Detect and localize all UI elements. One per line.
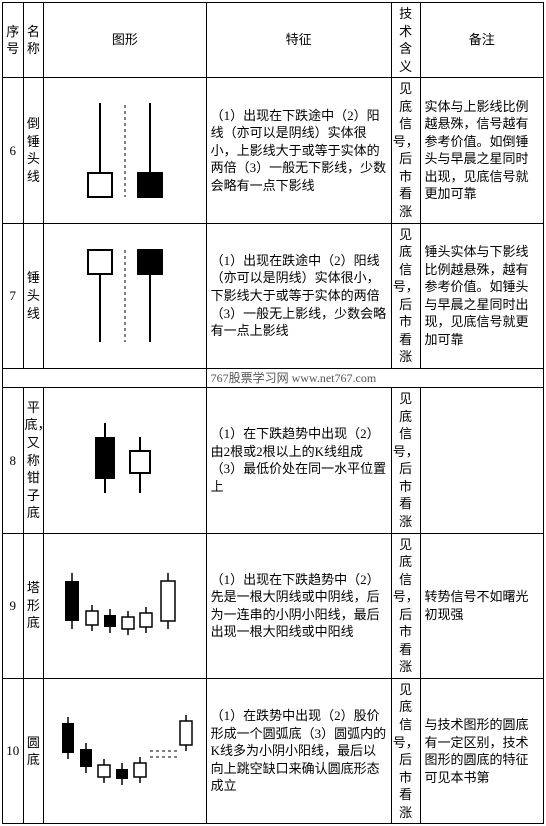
round-bottom-icon (50, 709, 200, 794)
watermark-text: 767股票学习网 www.net767.com (206, 368, 543, 387)
cell-num: 9 (3, 533, 24, 678)
table-row: 7 锤头线 （1）出现在跌途中（2）阳线（亦可以是阴线）实体很小，下影线大于或等… (3, 223, 544, 368)
cell-note: 与技术图形的圆底有一定区别，技术图形的圆底的特征可见本书第 (420, 678, 543, 823)
cell-tech: 见底信号，后市看涨 (391, 678, 420, 823)
cell-shape (44, 388, 207, 533)
cell-shape (44, 533, 207, 678)
cell-num: 8 (3, 388, 24, 533)
cell-feature: （1）出现在跌途中（2）阳线（亦可以是阴线）实体很小，下影线大于或等于实体的两倍… (206, 223, 391, 368)
header-num: 序号 (3, 3, 24, 78)
cell-name: 倒锤头线 (23, 78, 44, 223)
kline-table: 序号 名称 图形 特征 技术含义 备注 6 倒锤头线 （1）出现在下跌途中（2）… (2, 2, 544, 824)
cell-shape (44, 78, 207, 223)
header-note: 备注 (420, 3, 543, 78)
header-row: 序号 名称 图形 特征 技术含义 备注 (3, 3, 544, 78)
tower-bottom-icon (50, 563, 200, 648)
header-shape: 图形 (44, 3, 207, 78)
cell-note: 转势信号不如曙光初现强 (420, 533, 543, 678)
cell-note (420, 388, 543, 533)
table-row: 9 塔形底 (3, 533, 544, 678)
cell-num: 6 (3, 78, 24, 223)
header-tech: 技术含义 (391, 3, 420, 78)
cell-feature: （1）出现在下跌途中（2）阳线（亦可以是阴线）实体很小，上影线大于或等于实体的两… (206, 78, 391, 223)
header-name: 名称 (23, 3, 44, 78)
cell-tech: 见底信号，后市看涨 (391, 78, 420, 223)
cell-name: 锤头线 (23, 223, 44, 368)
table-row: 6 倒锤头线 （1）出现在下跌途中（2）阳线（亦可以是阴线）实体很小，上影线大于… (3, 78, 544, 223)
table-row: 8 平底，又称钳子底 （1）在下跌趋势中出现（2）由2根或2根以上的K线组成（3… (3, 388, 544, 533)
table-row: 10 圆底 (3, 678, 544, 823)
flat-bottom-icon (50, 415, 200, 505)
cell-tech: 见底信号，后市看涨 (391, 388, 420, 533)
cell-tech: 见底信号，后市看涨 (391, 223, 420, 368)
header-feature: 特征 (206, 3, 391, 78)
watermark-row: 767股票学习网 www.net767.com (3, 368, 544, 387)
cell-tech: 见底信号，后市看涨 (391, 533, 420, 678)
cell-num: 10 (3, 678, 24, 823)
cell-feature: （1）在下跌趋势中出现（2）由2根或2根以上的K线组成（3）最低价处在同一水平位… (206, 388, 391, 533)
hammer-icon (50, 238, 200, 353)
cell-num: 7 (3, 223, 24, 368)
cell-feature: （1）出现在下跌趋势中（2）先是一根大阴线或中阴线，后为一连串的小阴小阳线，最后… (206, 533, 391, 678)
cell-note: 锤头实体与下影线比例越悬殊，越有参考价值。如锤头与早晨之星同时出现，见底信号就更… (420, 223, 543, 368)
cell-note: 实体与上影线比例越悬殊，信号越有参考价值。如倒锤头与早晨之星同时出现，见底信号就… (420, 78, 543, 223)
cell-name: 圆底 (23, 678, 44, 823)
cell-feature: （1）在跌势中出现（2）股价形成一个圆弧底（3）圆弧内的K线多为小阴小阳线，最后… (206, 678, 391, 823)
inverted-hammer-icon (50, 93, 200, 208)
cell-shape (44, 223, 207, 368)
cell-name: 平底，又称钳子底 (23, 388, 44, 533)
cell-name: 塔形底 (23, 533, 44, 678)
cell-shape (44, 678, 207, 823)
